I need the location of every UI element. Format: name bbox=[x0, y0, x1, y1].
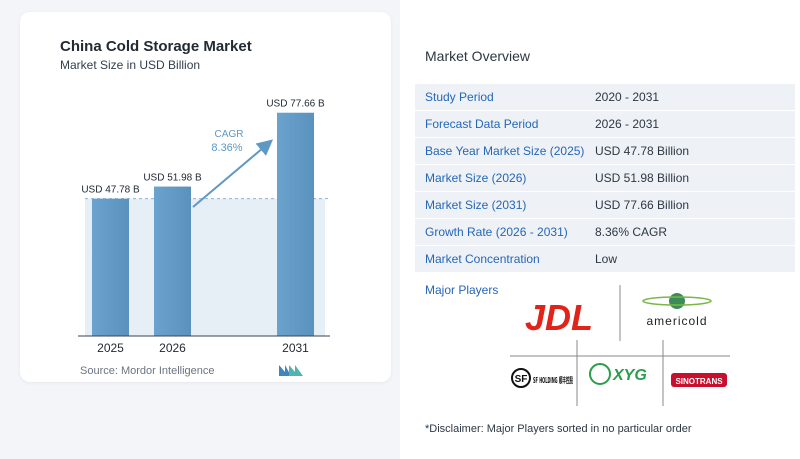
jdl-logo-icon: JDL bbox=[525, 297, 593, 338]
x-tick-2026: 2026 bbox=[159, 341, 186, 355]
row-label: Growth Rate (2026 - 2031) bbox=[425, 225, 568, 239]
cagr-arrow bbox=[192, 139, 274, 208]
row-label: Market Concentration bbox=[425, 252, 540, 266]
players-title: Major Players bbox=[425, 283, 499, 297]
row-value: USD 77.66 Billion bbox=[595, 198, 690, 212]
player-sf-holding: SF HOLDING 顺丰控股 bbox=[533, 375, 573, 385]
source-note: Source: Mordor Intelligence bbox=[80, 365, 215, 377]
player-sinotrans: SINOTRANS bbox=[675, 377, 723, 386]
row-value: 2026 - 2031 bbox=[595, 117, 660, 131]
chart-subtitle: Market Size in USD Billion bbox=[60, 58, 201, 72]
svg-text:SF: SF bbox=[515, 374, 528, 385]
mordor-logo-icon bbox=[279, 365, 303, 376]
players-logo-grid: JDL americold SF SF HOLDING 顺丰控股 XYG SIN… bbox=[510, 285, 730, 406]
player-xyg: XYG bbox=[612, 367, 647, 384]
bar-2025 bbox=[92, 198, 129, 336]
market-overview-panel: Market Overview Study Period 2020 - 2031… bbox=[400, 0, 800, 459]
overview-row: Growth Rate (2026 - 2031) 8.36% CAGR bbox=[415, 219, 795, 246]
americold-logo-icon: americold bbox=[642, 293, 712, 328]
xyg-logo-icon: XYG bbox=[589, 363, 647, 385]
data-label-2026: USD 51.98 B bbox=[143, 173, 202, 184]
overview-row: Base Year Market Size (2025) USD 47.78 B… bbox=[415, 138, 795, 165]
row-label: Market Size (2031) bbox=[425, 198, 527, 212]
bar-2026 bbox=[154, 186, 191, 336]
overview-row: Market Concentration Low bbox=[415, 246, 795, 273]
player-americold: americold bbox=[646, 314, 707, 328]
row-label: Market Size (2026) bbox=[425, 171, 527, 185]
sf-holding-logo-icon: SF SF HOLDING 顺丰控股 bbox=[511, 368, 573, 388]
disclaimer: *Disclaimer: Major Players sorted in no … bbox=[425, 423, 692, 435]
row-label: Study Period bbox=[425, 90, 494, 104]
bar-2031 bbox=[277, 112, 314, 336]
cagr-value: 8.36% bbox=[211, 142, 242, 154]
row-value: 2020 - 2031 bbox=[595, 90, 660, 104]
overview-row: Forecast Data Period 2026 - 2031 bbox=[415, 111, 795, 138]
row-value: USD 51.98 Billion bbox=[595, 171, 690, 185]
player-jdl: JDL bbox=[525, 297, 593, 338]
row-label: Base Year Market Size (2025) bbox=[425, 144, 585, 158]
row-value: USD 47.78 Billion bbox=[595, 144, 690, 158]
sinotrans-logo-icon: SINOTRANS bbox=[671, 373, 727, 387]
row-value: Low bbox=[595, 252, 618, 266]
overview-title: Market Overview bbox=[425, 48, 531, 64]
bar-chart: USD 47.78 B 2025 USD 51.98 B 2026 USD 77.66 … bbox=[78, 99, 330, 355]
x-tick-2025: 2025 bbox=[97, 341, 124, 355]
x-tick-2031: 2031 bbox=[282, 341, 309, 355]
cagr-label: CAGR bbox=[215, 129, 244, 140]
overview-row: Market Size (2031) USD 77.66 Billion bbox=[415, 192, 795, 219]
row-value: 8.36% CAGR bbox=[595, 225, 668, 239]
chart-title: China Cold Storage Market bbox=[60, 38, 252, 55]
overview-row: Study Period 2020 - 2031 bbox=[415, 84, 795, 111]
overview-row: Market Size (2026) USD 51.98 Billion bbox=[415, 165, 795, 192]
data-label-2025: USD 47.78 B bbox=[81, 185, 140, 196]
data-label-2031: USD 77.66 B bbox=[266, 99, 325, 110]
row-label: Forecast Data Period bbox=[425, 117, 539, 131]
